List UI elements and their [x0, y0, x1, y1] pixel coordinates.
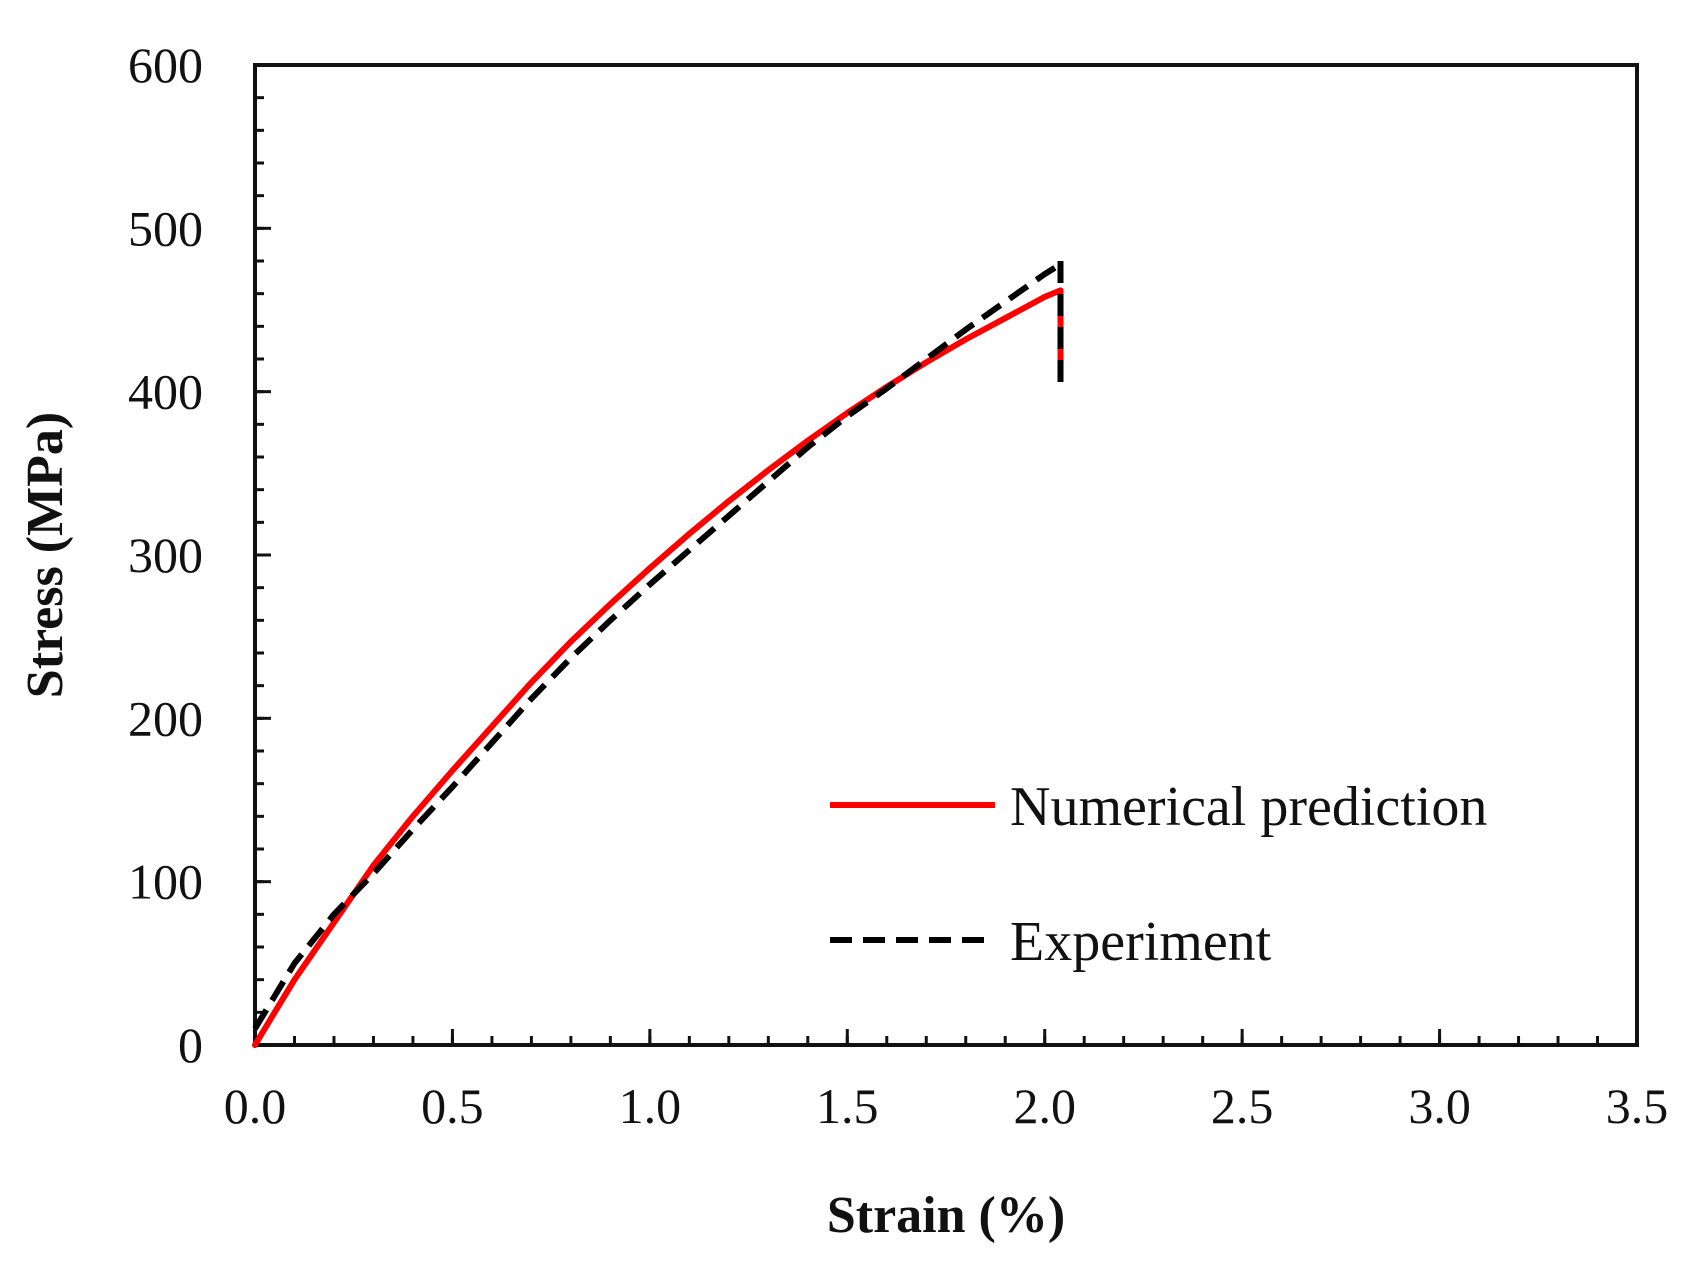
x-tick-label: 1.5	[816, 1078, 879, 1134]
numerical-prediction-line	[252, 287, 1064, 1048]
tick-labels: 0.0 0.5 1.0 1.5 2.0 2.5 3.0 3.5 0 100 200 300 400 500…	[128, 37, 1668, 1134]
series-lines	[252, 261, 1064, 1048]
major-ticks	[253, 63, 1639, 1047]
y-axis-title: Stress (MPa)	[17, 412, 74, 698]
y-tick-label: 400	[128, 364, 203, 420]
plot-frame	[253, 63, 1639, 1047]
y-tick-label: 600	[128, 37, 203, 93]
x-tick-label: 2.0	[1013, 1078, 1076, 1134]
y-tick-label: 0	[178, 1017, 203, 1073]
legend: Numerical prediction Experiment	[830, 776, 1487, 973]
plot-frame-group	[253, 63, 1639, 1047]
x-tick-label: 2.5	[1211, 1078, 1274, 1134]
minor-ticks	[253, 63, 1639, 1047]
x-tick-label: 0.5	[421, 1078, 484, 1134]
x-tick-label: 3.0	[1408, 1078, 1471, 1134]
y-tick-label: 200	[128, 690, 203, 746]
y-tick-label: 500	[128, 200, 203, 256]
x-axis-title: Strain (%)	[827, 1187, 1065, 1244]
experiment-line	[252, 261, 1063, 1031]
y-tick-label: 100	[128, 854, 203, 910]
x-tick-label: 3.5	[1606, 1078, 1669, 1134]
x-tick-label: 0.0	[224, 1078, 287, 1134]
legend-label-numerical-prediction: Numerical prediction	[1010, 776, 1487, 838]
legend-label-experiment: Experiment	[1010, 911, 1272, 973]
x-tick-label: 1.0	[619, 1078, 682, 1134]
y-tick-label: 300	[128, 527, 203, 583]
